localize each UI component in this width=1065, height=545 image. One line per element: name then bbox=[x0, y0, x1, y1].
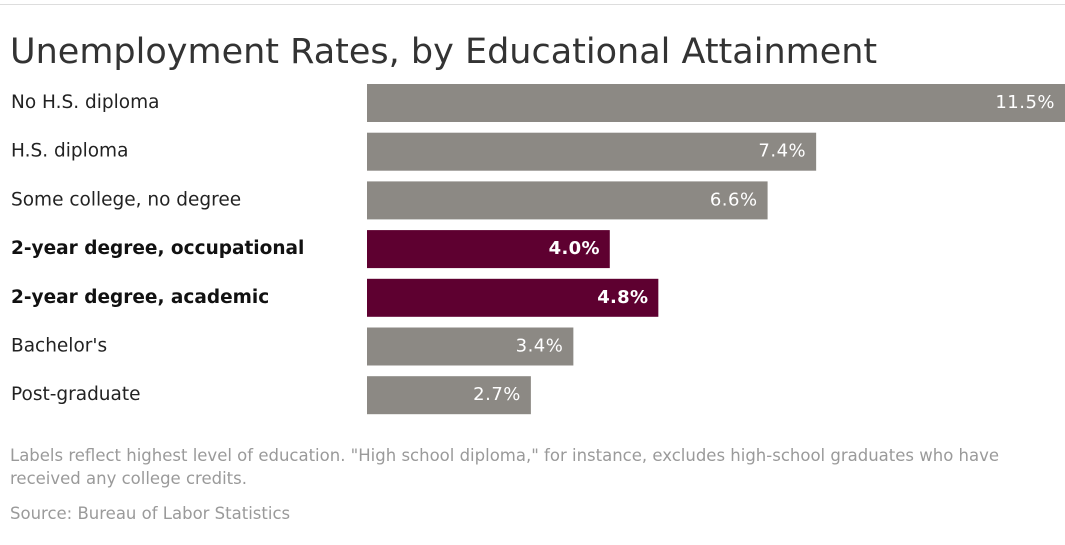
bar-value-label: 11.5% bbox=[995, 92, 1055, 113]
bar-chart: No H.S. diploma 11.5% H.S. diploma 7.4% Some… bbox=[11, 84, 1065, 415]
bar bbox=[367, 327, 574, 366]
category-label: Bachelor's bbox=[11, 336, 107, 357]
bar-value-label: 4.0% bbox=[549, 238, 600, 259]
bar-value-label: 6.6% bbox=[710, 189, 758, 210]
category-label: H.S. diploma bbox=[11, 141, 128, 162]
bar-value-label: 3.4% bbox=[516, 336, 564, 357]
bar-value-label: 4.8% bbox=[597, 287, 648, 308]
bar-value-label: 2.7% bbox=[473, 384, 521, 405]
bar bbox=[367, 376, 531, 415]
bar bbox=[367, 278, 659, 317]
chart-source: Source: Bureau of Labor Statistics bbox=[10, 504, 291, 523]
top-rule bbox=[0, 4, 1065, 5]
chart-title: Unemployment Rates, by Educational Attai… bbox=[10, 32, 878, 72]
category-label: Some college, no degree bbox=[11, 189, 241, 210]
bar bbox=[367, 84, 1065, 122]
category-label: No H.S. diploma bbox=[11, 92, 159, 113]
bar-value-label: 7.4% bbox=[758, 141, 806, 162]
bar bbox=[367, 132, 817, 171]
category-label: Post-graduate bbox=[11, 384, 141, 405]
bar bbox=[367, 181, 768, 220]
chart-footnote: Labels reflect highest level of educatio… bbox=[10, 446, 1000, 488]
category-label: 2-year degree, occupational bbox=[11, 238, 304, 259]
category-label: 2-year degree, academic bbox=[11, 287, 269, 308]
bar bbox=[367, 230, 610, 269]
